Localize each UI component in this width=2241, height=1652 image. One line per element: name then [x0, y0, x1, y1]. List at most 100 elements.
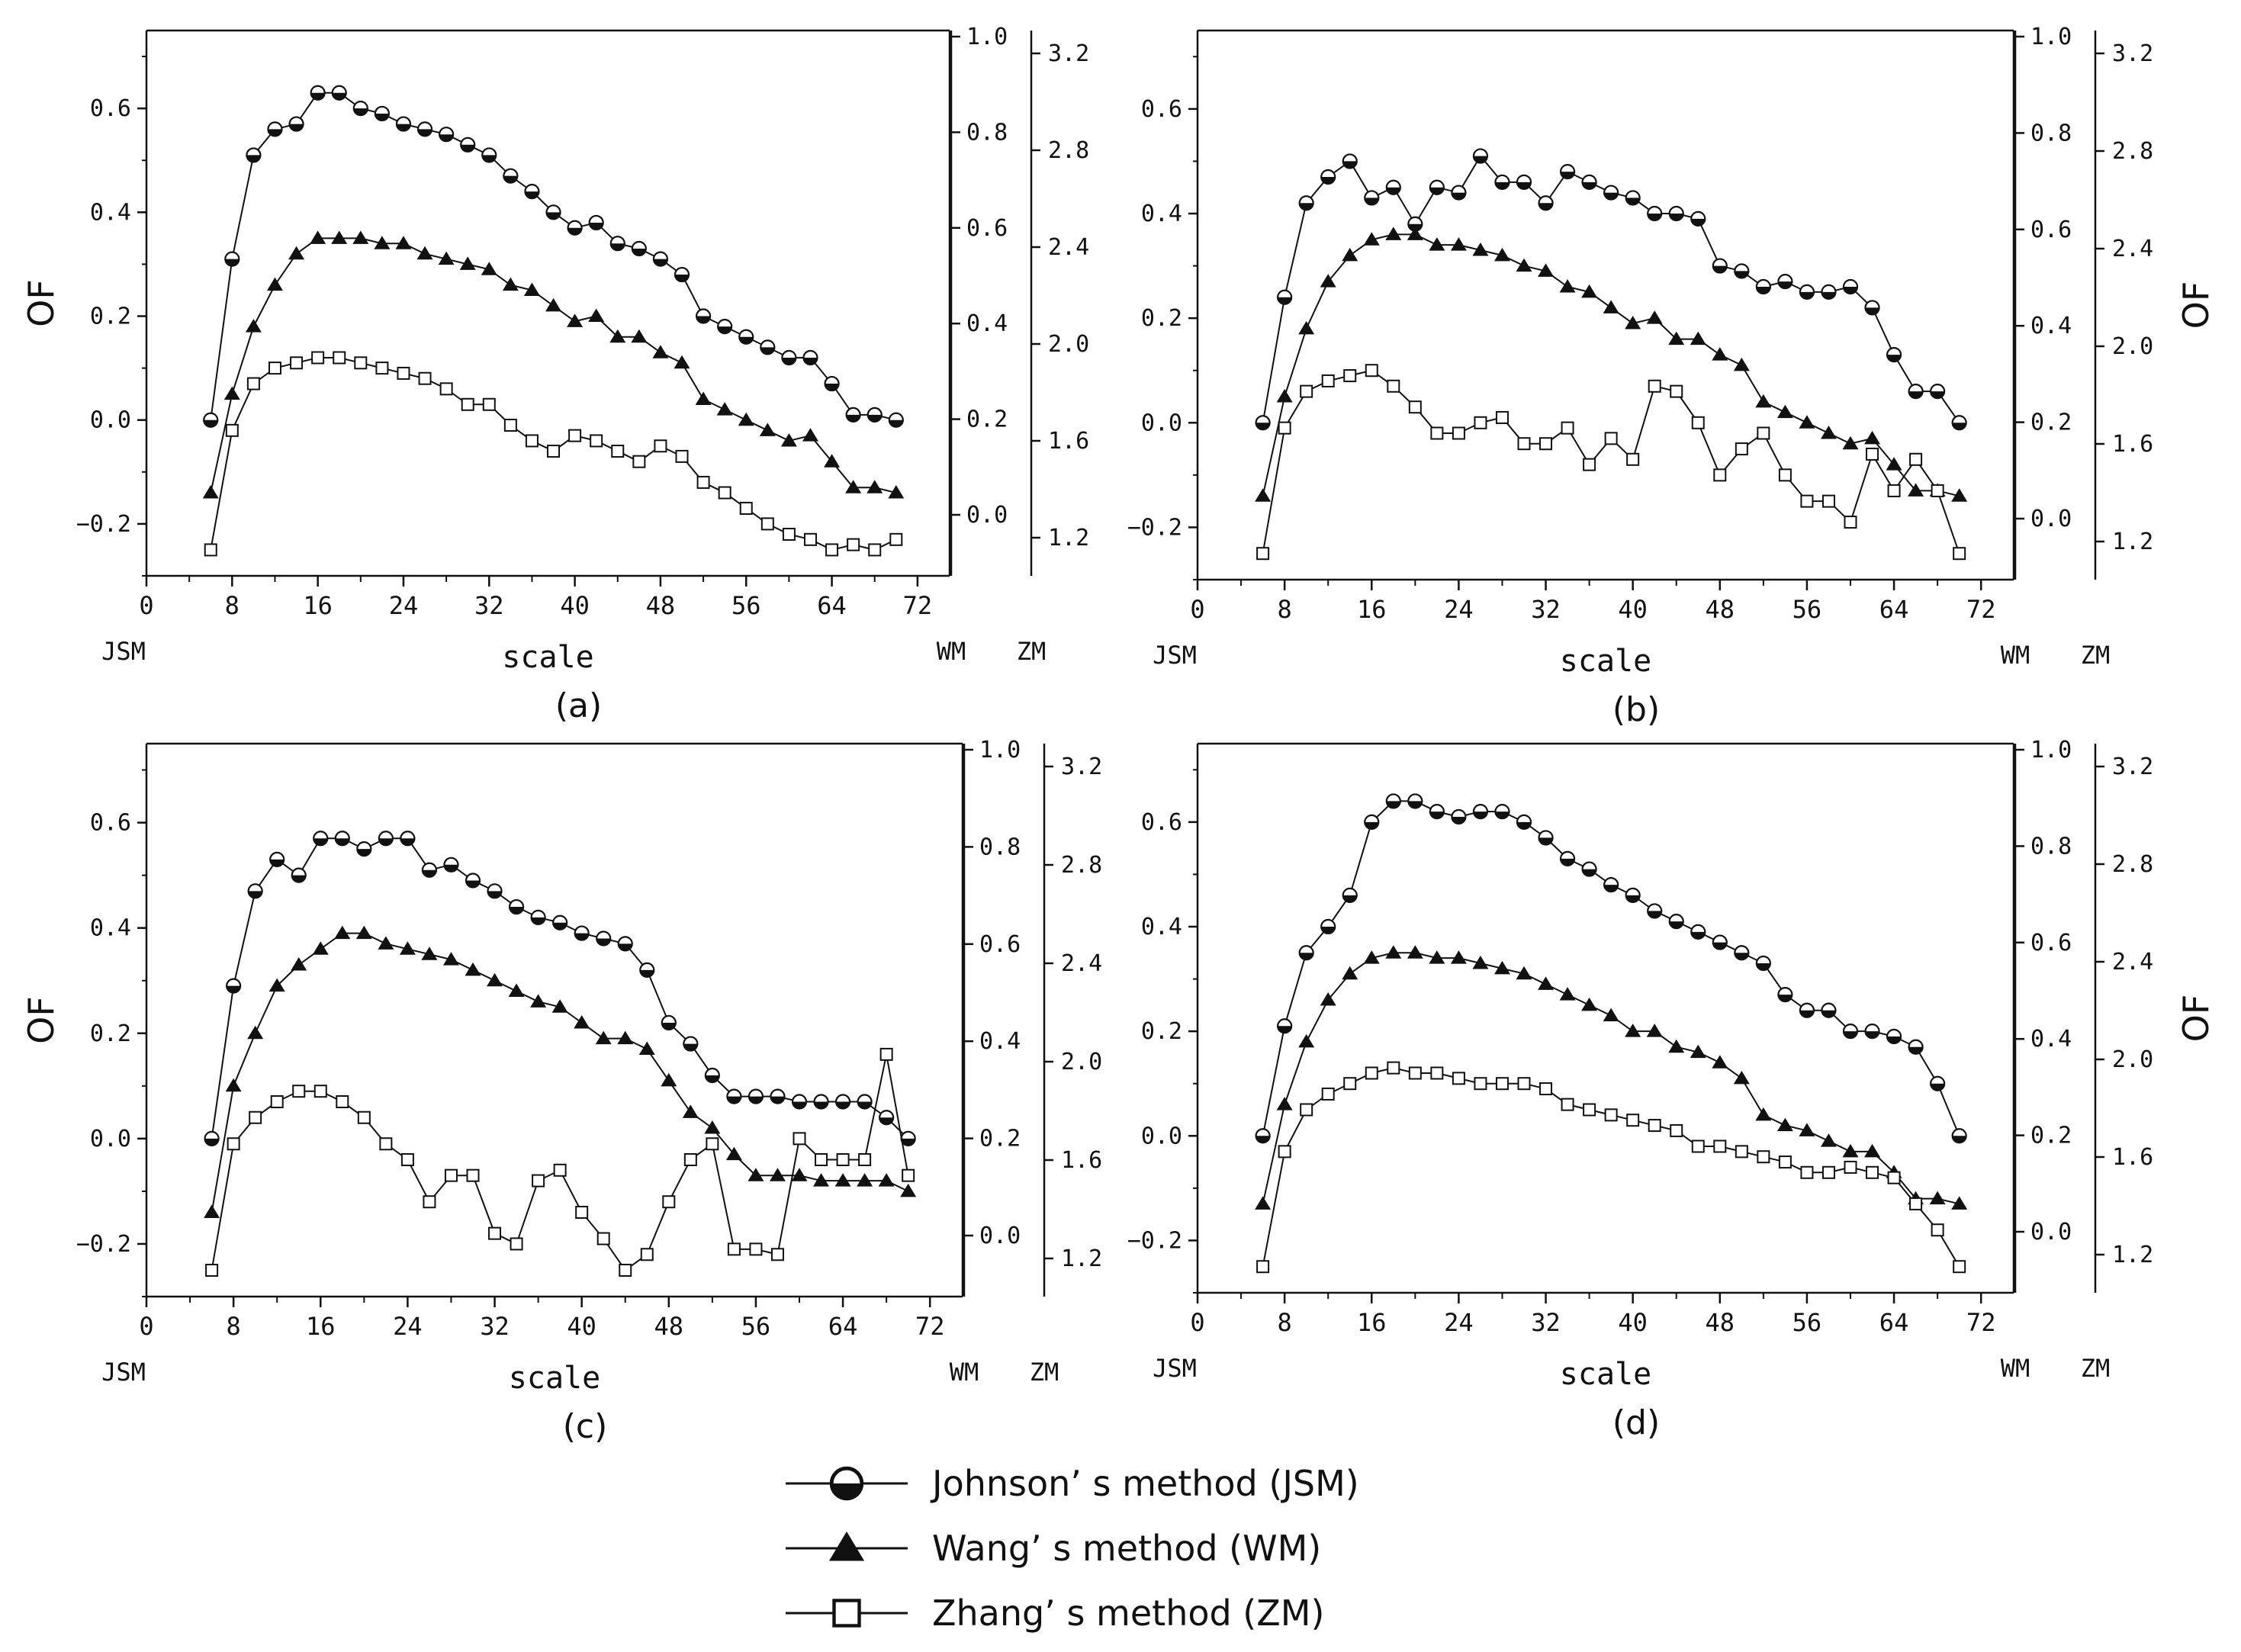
data-point-jsm-fill: [1865, 307, 1879, 315]
data-point-wm: [352, 230, 369, 244]
data-point-jsm: [439, 127, 455, 143]
data-point-jsm-fill: [291, 875, 306, 882]
data-point-wm: [288, 246, 305, 260]
data-point-jsm-fill: [696, 316, 711, 323]
data-point-zm: [902, 1168, 915, 1182]
data-point-wm: [1646, 1024, 1663, 1037]
data-point-jsm-fill: [1386, 801, 1400, 808]
data-point-zm: [1713, 468, 1727, 482]
data-point-zm: [847, 538, 860, 551]
y2-tick-label: 0.0: [966, 502, 1008, 529]
x-tick-label: 40: [1618, 595, 1648, 624]
y3-tick-label: 3.2: [1048, 40, 1089, 67]
data-point-wm: [1407, 945, 1423, 959]
data-point-wm: [1429, 950, 1445, 964]
legend-label: Zhang’ s method (ZM): [932, 1593, 1324, 1634]
data-point-wm: [769, 1168, 786, 1181]
data-point-jsm: [1668, 205, 1684, 222]
data-point-zm: [868, 543, 882, 557]
data-point-wm: [378, 936, 394, 950]
data-point-jsm-fill: [1712, 942, 1727, 950]
data-point-jsm-fill: [1495, 812, 1510, 819]
data-point-wm: [1842, 1143, 1859, 1158]
data-point-wm: [1755, 394, 1772, 408]
data-point-wm: [695, 391, 712, 405]
data-point-wm: [1625, 316, 1641, 329]
data-point-jsm: [465, 873, 481, 889]
data-point-jsm-fill: [1756, 963, 1770, 970]
data-point-zm: [1343, 1077, 1357, 1091]
x-tick-label: 0: [1190, 1308, 1204, 1337]
y-tick-label: −0.2: [76, 511, 131, 538]
data-point-jsm: [374, 105, 390, 122]
data-point-jsm-fill: [1582, 182, 1596, 189]
data-point-jsm: [574, 925, 590, 941]
data-point-wm: [1450, 237, 1467, 251]
data-point-jsm-fill: [1538, 837, 1553, 845]
y2-tick-label: 0.6: [2030, 930, 2072, 956]
data-point-zm: [1691, 1139, 1705, 1153]
x-tick-label: 56: [731, 591, 761, 620]
data-point-jsm: [1298, 195, 1314, 211]
data-point-wm: [824, 454, 841, 468]
y2-tick-label: 1.0: [2030, 737, 2072, 763]
data-point-wm: [225, 1078, 242, 1092]
data-point-zm: [311, 351, 325, 365]
data-point-zm: [879, 1047, 893, 1061]
data-point-zm: [268, 362, 281, 375]
x-tick-label: 48: [646, 591, 676, 620]
y3-tick-label: 1.6: [1048, 428, 1089, 455]
data-point-wm: [202, 485, 219, 499]
data-point-jsm-fill: [1931, 391, 1945, 399]
x-tick-label: 16: [306, 1312, 336, 1341]
data-point-zm: [1452, 1072, 1465, 1085]
data-point-wm: [1472, 243, 1489, 256]
data-point-zm: [205, 1263, 219, 1277]
data-point-wm: [331, 230, 348, 244]
y3-tick-label: 3.2: [2112, 754, 2153, 780]
y2-tick-label: 0.8: [2030, 120, 2072, 146]
data-point-jsm-fill: [739, 336, 754, 344]
data-point-wm: [334, 925, 351, 940]
x-tick-label: 8: [225, 591, 240, 620]
y2-tick-label: 1.0: [2030, 24, 2072, 50]
data-point-zm: [1256, 547, 1270, 561]
data-point-jsm-fill: [1625, 895, 1640, 902]
data-point-zm: [1300, 384, 1313, 398]
data-point-jsm-fill: [335, 838, 349, 846]
data-point-zm: [423, 1195, 436, 1209]
data-point-jsm-fill: [1299, 953, 1313, 960]
data-point-wm: [661, 1072, 677, 1087]
data-point-jsm-fill: [268, 129, 282, 137]
x-tick-label: 72: [1966, 1308, 1996, 1337]
legend-item: Johnson’ s method (JSM): [786, 1463, 1359, 1504]
data-point-jsm-fill: [248, 891, 262, 898]
data-point-wm: [268, 978, 285, 992]
data-point-jsm: [1603, 877, 1619, 893]
data-point-jsm: [596, 930, 612, 947]
data-point-jsm-fill: [1887, 1037, 1902, 1043]
data-point-zm: [1517, 1077, 1531, 1091]
data-point-jsm: [203, 412, 219, 428]
y2-tick-label: 0.0: [2030, 506, 2072, 532]
data-point-jsm: [652, 251, 669, 267]
data-point-zm: [825, 543, 839, 557]
x-tick-label: 8: [1278, 1308, 1292, 1337]
data-point-jsm: [1451, 185, 1467, 201]
y-axis-title: OF: [21, 279, 62, 327]
data-point-jsm: [617, 936, 633, 952]
data-point-jsm-fill: [1669, 214, 1683, 220]
data-point-jsm-fill: [846, 414, 860, 422]
data-point-jsm: [1255, 1128, 1271, 1144]
data-point-zm: [1387, 379, 1400, 393]
data-point-zm: [292, 1085, 306, 1098]
data-point-zm: [1495, 410, 1509, 424]
data-point-jsm: [1277, 289, 1293, 305]
data-point-wm: [523, 282, 540, 296]
data-point-jsm: [1494, 804, 1510, 820]
data-point-jsm: [508, 898, 525, 915]
data-point-jsm-fill: [353, 108, 368, 116]
data-point-zm: [706, 1137, 719, 1151]
data-point-jsm-fill: [889, 419, 903, 427]
data-point-zm: [575, 1206, 589, 1220]
